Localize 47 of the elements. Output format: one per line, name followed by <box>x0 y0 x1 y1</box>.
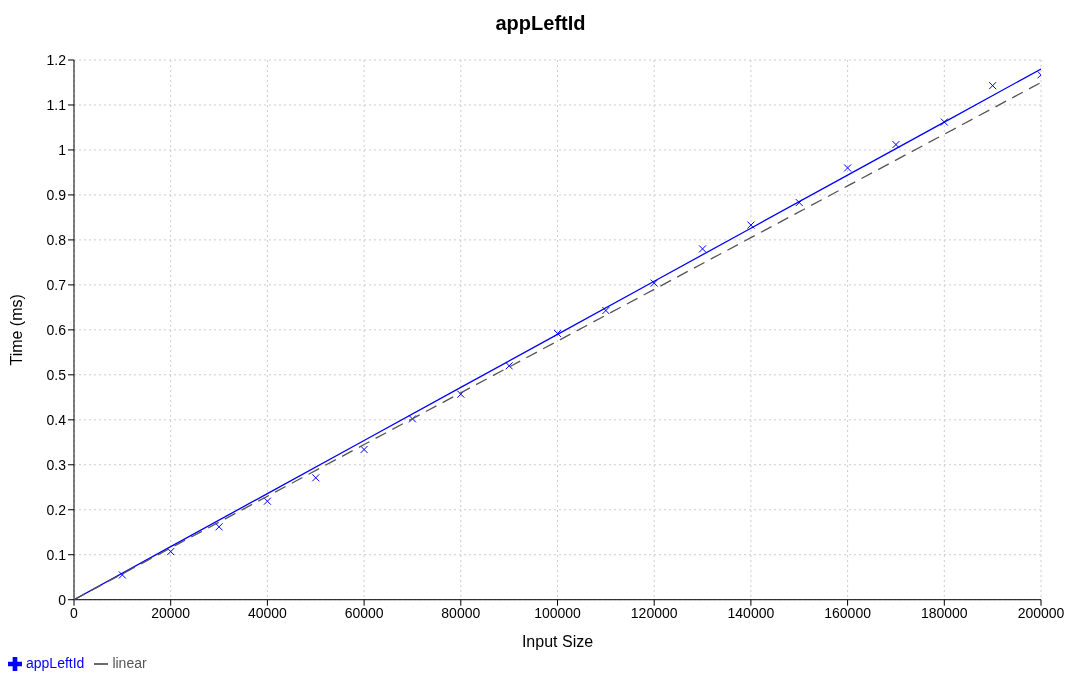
x-tick-label: 200000 <box>1017 604 1065 621</box>
point <box>360 445 369 454</box>
point <box>795 198 804 207</box>
point <box>263 497 272 506</box>
point <box>505 361 514 370</box>
point <box>746 221 755 230</box>
y-tick-label: 1 <box>58 141 67 158</box>
y-tick-label: 0.7 <box>46 276 67 293</box>
x-tick-label: 20000 <box>151 604 191 621</box>
point <box>553 329 562 338</box>
point <box>601 306 610 315</box>
chart-title: appLeftId <box>494 11 587 36</box>
y-tick-label: 0.9 <box>46 186 67 203</box>
point <box>891 140 900 149</box>
x-tick-label: 60000 <box>344 604 384 621</box>
y-tick-label: 0.1 <box>46 546 67 563</box>
point <box>166 547 175 556</box>
y-tick-label: 1.2 <box>46 51 67 68</box>
legend-label: appLeftId <box>26 654 85 671</box>
x-tick-label: 180000 <box>920 604 968 621</box>
x-tick-label: 0 <box>70 604 79 621</box>
y-tick-label: 0.8 <box>46 231 67 248</box>
x-tick-label: 160000 <box>824 604 872 621</box>
point <box>215 522 224 531</box>
y-tick-label: 0.4 <box>46 411 67 428</box>
point <box>650 279 659 288</box>
y-axis-title: Time (ms) <box>7 294 25 366</box>
point <box>940 118 949 127</box>
x-tick-label: 40000 <box>247 604 288 621</box>
x-axis-title: Input Size <box>521 632 594 650</box>
y-tick-label: 0.5 <box>46 366 67 383</box>
x-tick-label: 80000 <box>441 604 481 621</box>
y-tick-label: 0.2 <box>46 501 67 518</box>
y-tick-label: 0.3 <box>46 456 67 473</box>
point <box>311 473 320 482</box>
point <box>988 81 997 90</box>
point <box>118 570 127 579</box>
x-tick-label: 100000 <box>534 604 582 621</box>
point <box>408 414 417 423</box>
y-tick-label: 0.6 <box>46 321 67 338</box>
point <box>843 163 852 172</box>
legend-label: linear <box>112 654 147 671</box>
x-tick-label: 140000 <box>727 604 775 621</box>
y-tick-label: 1.1 <box>46 96 67 113</box>
y-tick-label: 0 <box>58 591 67 608</box>
point <box>698 244 707 253</box>
x-tick-label: 120000 <box>630 604 678 621</box>
